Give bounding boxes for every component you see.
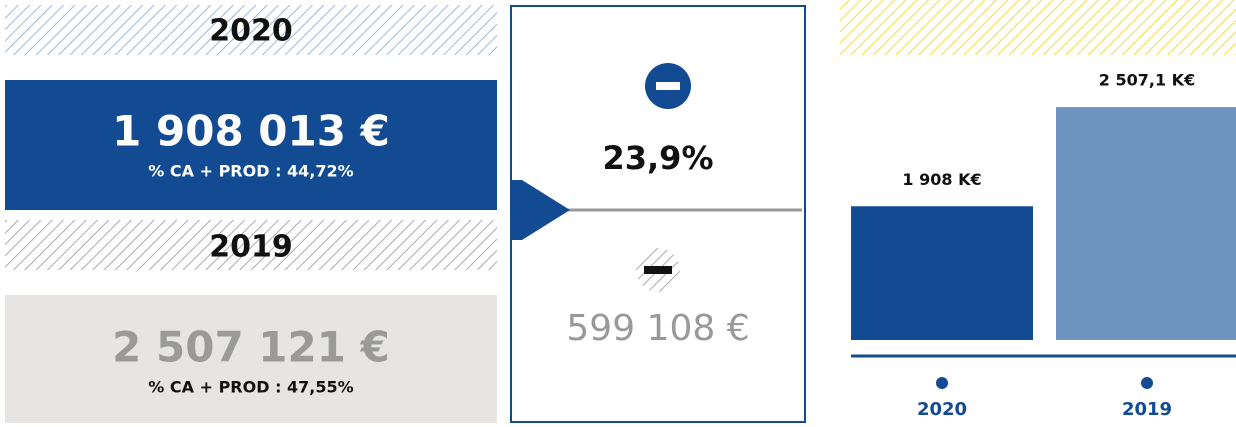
value-label: 1 908 K€ xyxy=(902,170,981,189)
band xyxy=(840,0,1236,55)
category-label: 2020 xyxy=(917,399,967,420)
year-band xyxy=(5,220,497,270)
minus-icon-bar xyxy=(656,82,680,90)
year-band xyxy=(5,5,497,55)
amount-box xyxy=(5,295,497,423)
bar xyxy=(851,206,1033,340)
ratio: % CA + PROD : 44,72% xyxy=(148,162,353,181)
year: 2019 xyxy=(209,230,293,265)
amount: 2 507 121 € xyxy=(112,323,390,372)
category-label: 2019 xyxy=(1122,399,1172,420)
minus-icon-bar xyxy=(644,266,672,274)
amount: 1 908 013 € xyxy=(112,107,390,156)
arrow xyxy=(510,180,570,240)
bar xyxy=(1056,107,1236,340)
amount-box xyxy=(5,80,497,210)
ratio: % CA + PROD : 47,55% xyxy=(148,378,353,397)
year: 2020 xyxy=(209,14,293,49)
amount: 599 108 € xyxy=(566,308,749,349)
percent: 23,9% xyxy=(602,139,713,177)
category-dot xyxy=(936,377,948,389)
value-label: 2 507,1 K€ xyxy=(1099,71,1195,90)
category-dot xyxy=(1141,377,1153,389)
